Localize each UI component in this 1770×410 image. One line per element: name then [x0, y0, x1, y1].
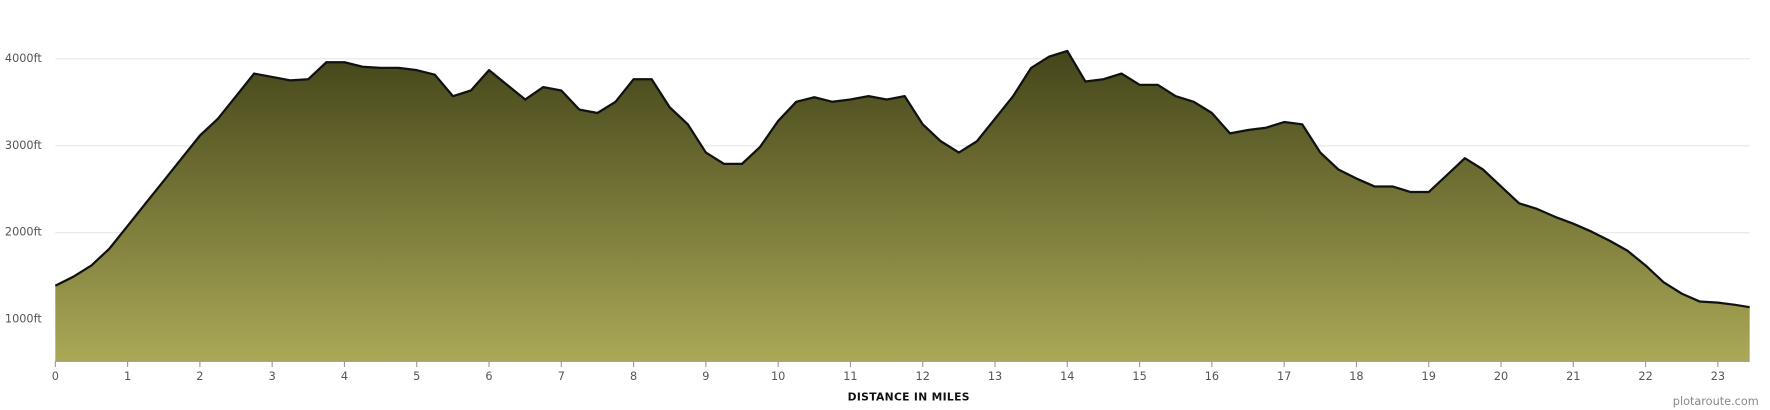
x-tick-label: 2 — [196, 370, 203, 383]
x-tick-label: 11 — [843, 370, 857, 383]
x-tick-label: 19 — [1422, 370, 1436, 383]
x-tick-label: 5 — [413, 370, 420, 383]
x-tick-label: 20 — [1494, 370, 1508, 383]
y-tick-label: 2000ft — [5, 226, 42, 239]
area-fill — [55, 50, 1750, 362]
x-tick-label: 17 — [1277, 370, 1291, 383]
y-tick-label: 1000ft — [5, 313, 42, 326]
x-tick-label: 8 — [630, 370, 637, 383]
credit: plotaroute.com — [1673, 395, 1759, 408]
x-tick-label: 22 — [1638, 370, 1652, 383]
x-tick-label: 7 — [558, 370, 565, 383]
x-tick-label: 15 — [1132, 370, 1146, 383]
x-tick-label: 14 — [1060, 370, 1074, 383]
x-tick-label: 1 — [124, 370, 131, 383]
x-tick-label: 4 — [341, 370, 348, 383]
x-tick-label: 9 — [702, 370, 709, 383]
x-tick-label: 12 — [916, 370, 930, 383]
y-tick-label: 4000ft — [5, 52, 42, 65]
x-tick-label: 10 — [771, 370, 785, 383]
x-tick-label: 18 — [1349, 370, 1363, 383]
x-tick-label: 0 — [52, 370, 59, 383]
x-tick-label: 16 — [1205, 370, 1219, 383]
y-tick-label: 3000ft — [5, 139, 42, 152]
x-tick-label: 3 — [269, 370, 276, 383]
x-tick-label: 23 — [1711, 370, 1725, 383]
plot-area — [54, 49, 1750, 362]
x-axis-title: DISTANCE IN MILES — [848, 390, 970, 403]
x-tick-label: 6 — [485, 370, 492, 383]
elevation-line — [54, 49, 1750, 309]
x-tick-label: 13 — [988, 370, 1002, 383]
x-tick-label: 21 — [1566, 370, 1580, 383]
